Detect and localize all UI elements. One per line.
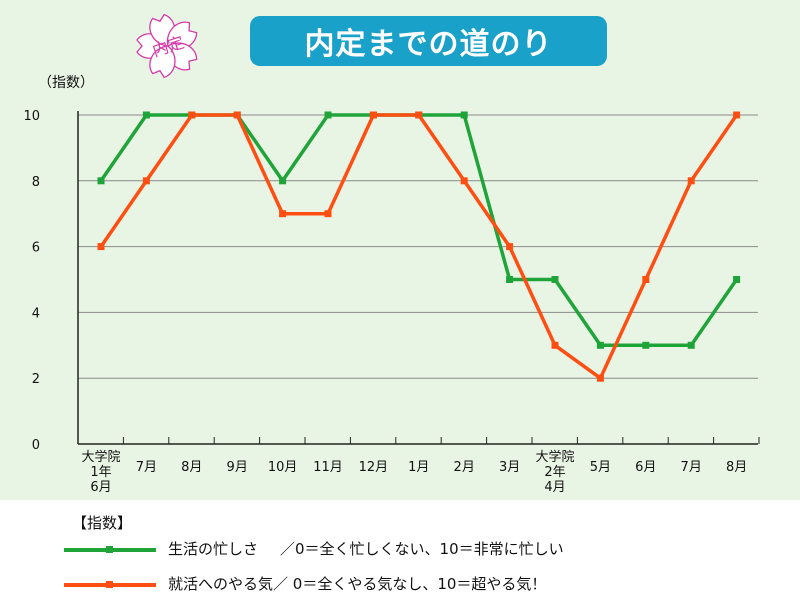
x-tick-label: 7月: [681, 460, 702, 475]
data-point-busy: [324, 111, 332, 119]
data-point-busy: [142, 111, 150, 119]
y-tick-label: 2: [32, 372, 40, 387]
data-point-motivation: [551, 341, 559, 349]
grid-lines: [78, 114, 758, 379]
x-tick-label: 1月: [408, 460, 429, 475]
data-point-motivation: [506, 243, 514, 251]
data-point-busy: [506, 276, 514, 283]
data-point-busy: [279, 177, 287, 185]
series-line-busy: [99, 113, 739, 348]
legend-label-busy: 生活の忙しさ: [168, 540, 259, 558]
legend-marker-busy: [106, 546, 113, 553]
x-tick-label: 9月: [227, 460, 248, 475]
data-point-motivation: [369, 111, 377, 119]
data-point-busy: [460, 111, 468, 119]
legend-desc-motivation: ／ 0＝全くやる気なし、10＝超やる気！: [273, 575, 547, 593]
legend-panel: 【指数】 生活の忙しさ ／0＝全く忙しくない、10＝非常に忙しい 就活へのやる気／…: [0, 500, 800, 600]
data-point-busy: [551, 276, 559, 283]
y-tick-labels: 0 2 4 6 8 10: [23, 109, 40, 453]
data-point-motivation: [460, 177, 468, 185]
data-point-motivation: [97, 243, 105, 251]
data-point-busy: [97, 177, 105, 185]
axes: [77, 111, 760, 445]
data-point-motivation: [642, 276, 650, 283]
y-tick-label: 10: [23, 109, 40, 124]
x-tick-label: 12月: [359, 460, 389, 475]
chart-title: 内定までの道のり: [250, 16, 607, 66]
x-tick-label: 3月: [499, 460, 520, 475]
data-point-motivation: [733, 111, 741, 119]
data-point-motivation: [188, 111, 196, 119]
x-tick-label: 4月: [544, 480, 565, 495]
x-tick-label: 5月: [590, 460, 611, 475]
data-point-motivation: [233, 111, 241, 119]
data-point-motivation: [324, 210, 332, 218]
data-point-motivation: [142, 177, 150, 185]
chart-panel: [0, 0, 800, 500]
x-tick-label: 6月: [635, 460, 656, 475]
data-point-motivation: [596, 374, 604, 382]
x-tick-label: 10月: [268, 460, 298, 475]
legend-label-motivation: 就活へのやる気: [168, 575, 274, 593]
x-tick-label: 大学院: [81, 449, 120, 465]
y-tick-label: 6: [32, 241, 40, 256]
y-tick-label: 0: [32, 438, 40, 453]
chart-title-text: 内定までの道のり: [304, 27, 553, 62]
series-lines: [97, 111, 741, 382]
data-point-busy: [596, 341, 604, 349]
x-tick-label: 8月: [181, 460, 202, 475]
legend-desc-busy: ／0＝全く忙しくない、10＝非常に忙しい: [280, 540, 564, 558]
data-point-busy: [642, 341, 650, 349]
legend-marker-motivation: [106, 581, 113, 588]
x-tick-label: 7月: [136, 460, 157, 475]
x-tick-label: 2年: [544, 465, 565, 480]
x-tick-label: 大学院: [535, 449, 574, 465]
data-point-motivation: [415, 111, 423, 119]
x-tick-label: 6月: [90, 480, 111, 495]
y-axis-unit-label: （指数）: [38, 75, 94, 91]
x-tick-label: 8月: [726, 460, 747, 475]
flower-stamp-icon: 内定: [130, 6, 210, 90]
data-point-busy: [733, 276, 741, 283]
data-point-busy: [687, 341, 695, 349]
y-tick-label: 8: [32, 175, 40, 190]
x-tick-label: 2月: [454, 460, 475, 475]
x-tick-label: 11月: [313, 460, 343, 475]
data-point-motivation: [687, 177, 695, 185]
legend-heading: 【指数】: [72, 514, 133, 532]
petal: [149, 45, 176, 79]
y-tick-label: 4: [32, 306, 40, 321]
data-point-motivation: [279, 210, 287, 218]
x-tick-label: 1年: [90, 465, 111, 480]
